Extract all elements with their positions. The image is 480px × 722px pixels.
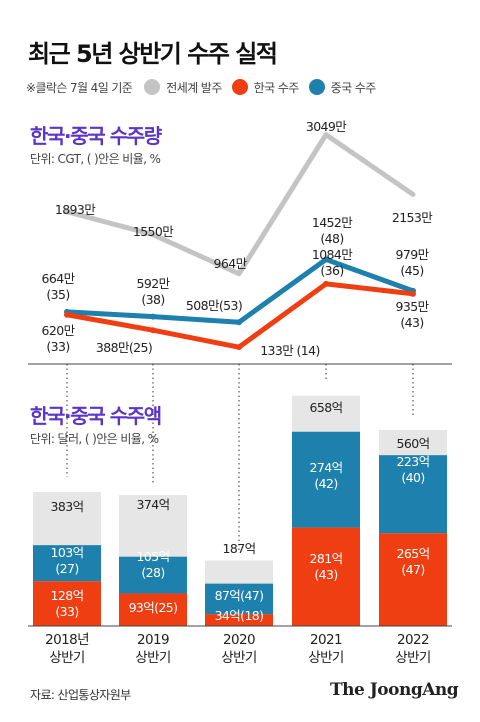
korea-data-label: 620만 (33): [42, 323, 76, 354]
china-point: [323, 256, 329, 263]
bar-world-label: 658억: [310, 400, 343, 415]
world-data-label: 964만: [214, 256, 248, 271]
bar-china-label: 87억(47): [215, 588, 264, 603]
china-data-label: 508만(53): [186, 298, 242, 313]
value-section-title: 한국·중국 수주액: [30, 404, 162, 428]
bar-china-label: 105억 (28): [137, 549, 170, 580]
legend-item-world: 전세계 발주: [144, 79, 222, 96]
bar-china: [33, 545, 101, 582]
series-line-world: [64, 132, 416, 277]
bar-china-label: 274억 (42): [310, 460, 343, 491]
legend-swatch-china: [308, 79, 325, 95]
bar-world-label: 560억: [397, 436, 430, 451]
korea-data-label: 1084만 (36): [312, 247, 353, 278]
bar-china: [119, 556, 187, 594]
world-data-label: 1550만: [133, 224, 174, 239]
bar-korea: [119, 593, 187, 626]
bar-korea: [205, 614, 273, 626]
bar-korea-label: 34억(18): [215, 608, 264, 623]
volume-section-unit: 단위: CGT, ( )안은 비율, %: [30, 152, 161, 166]
bar-china-label: 223억 (40): [397, 454, 430, 485]
category-label: 2022 상반기: [395, 632, 430, 666]
legend-item-china: 중국 수주: [308, 79, 377, 96]
korea-point: [410, 290, 416, 297]
legend-swatch-korea: [231, 79, 248, 95]
bar-china-label: 103억 (27): [51, 545, 84, 576]
world-data-label: 3049만: [306, 119, 347, 134]
bar-china: [292, 431, 360, 528]
bar-china: [205, 583, 273, 615]
legend: ※클락슨 7월 4일 기준 전세계 발주 한국 수주 중국 수주: [26, 77, 386, 97]
china-point: [236, 319, 242, 326]
legend-swatch-world: [144, 79, 161, 95]
china-data-label: 664만 (35): [42, 271, 76, 302]
bar-world-label: 187억: [223, 541, 256, 556]
value-section-unit: 단위: 달러, ( )안은 비율, %: [30, 432, 159, 446]
world-data-label: 1893만: [55, 202, 96, 217]
bar-korea-label: 281억 (43): [310, 551, 343, 582]
legend-item-korea: 한국 수주: [231, 79, 300, 96]
korea-data-label: 935만 (43): [396, 299, 430, 330]
legend-label-korea: 한국 수주: [253, 80, 300, 95]
korea-point: [64, 311, 70, 318]
category-label: 2021 상반기: [308, 632, 343, 666]
bar-korea: [292, 527, 360, 626]
category-label: 2020 상반기: [221, 632, 256, 666]
category-label: 2019 상반기: [135, 632, 170, 666]
volume-section-title: 한국·중국 수주량: [30, 124, 162, 148]
category-label: 2018년 상반기: [45, 632, 89, 666]
bar-korea-label: 128억 (33): [51, 588, 84, 619]
korea-data-label: 133만 (14): [260, 343, 320, 358]
bar-korea: [33, 581, 101, 626]
korea-point: [150, 327, 156, 334]
china-data-label: 592만 (38): [137, 276, 171, 307]
brand-logo: The JoongAng: [330, 680, 459, 700]
korea-data-label: 388만(25): [96, 340, 152, 355]
legend-label-china: 중국 수주: [330, 80, 377, 95]
world-data-label: 2153만: [392, 210, 433, 225]
source-note: 자료: 산업통상자원부: [30, 688, 131, 702]
page-title: 최근 5년 상반기 수주 실적: [28, 40, 278, 68]
legend-label-world: 전세계 발주: [166, 80, 222, 95]
bar-china: [379, 455, 447, 534]
bar-world-label: 374억: [137, 497, 170, 512]
korea-point: [236, 344, 242, 351]
legend-note: ※클락슨 7월 4일 기준: [26, 80, 133, 95]
bar-korea-label: 265억 (47): [397, 546, 430, 577]
bar-korea-label: 93억(25): [129, 600, 178, 615]
bar-korea: [379, 533, 447, 626]
bar-world-label: 383억: [51, 499, 84, 514]
china-data-label: 979만 (45): [396, 247, 430, 278]
korea-point: [323, 280, 329, 287]
china-data-label: 1452만 (48): [312, 215, 353, 246]
china-point: [150, 313, 156, 320]
